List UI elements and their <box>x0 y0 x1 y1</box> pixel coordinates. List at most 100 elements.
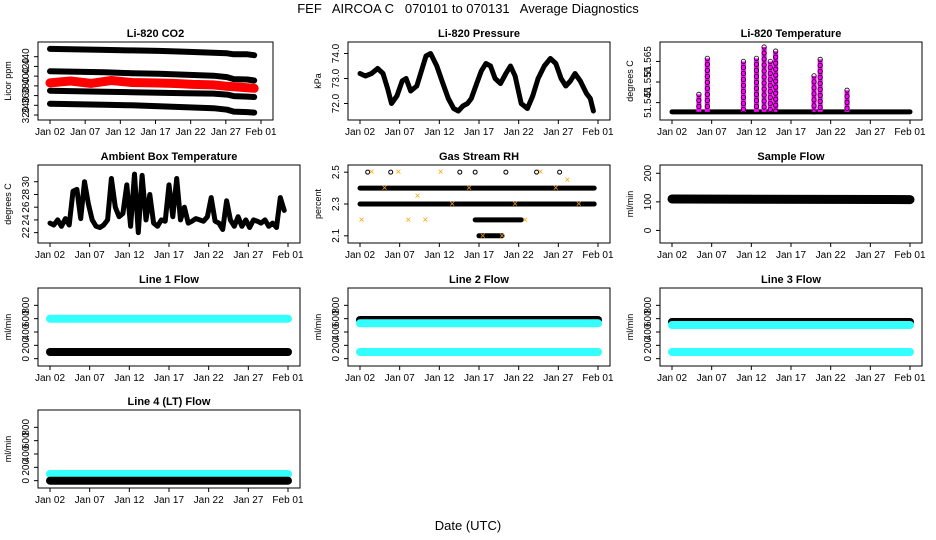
y-tick-label: 340 <box>21 97 32 114</box>
x-tick-label: Feb 01 <box>894 373 926 384</box>
y-tick-label: 51.545 <box>643 87 654 118</box>
data-point: × <box>512 199 518 210</box>
data-point <box>696 103 702 109</box>
x-tick-label: Jan 12 <box>114 495 144 506</box>
y-tick-label: 0 <box>21 477 32 483</box>
data-point: × <box>422 215 428 226</box>
data-point <box>696 91 702 97</box>
data-point <box>767 58 773 65</box>
data-point <box>740 64 747 71</box>
panel-title: Li-820 Temperature <box>741 28 842 40</box>
data-point: × <box>553 183 559 194</box>
data-point <box>811 91 817 97</box>
data-point <box>761 86 767 92</box>
data-point <box>817 86 823 92</box>
x-tick-label: Jan 02 <box>345 250 375 261</box>
page-title: FEF AIRCOA C 070101 to 070131 Average Di… <box>297 1 639 16</box>
data-series <box>47 87 258 100</box>
x-tick-label: Jan 27 <box>543 127 573 138</box>
data-point <box>704 73 710 79</box>
data-point <box>767 88 773 95</box>
data-point <box>472 169 478 175</box>
data-point <box>753 55 760 61</box>
x-tick-label: Feb 01 <box>582 127 614 138</box>
data-point <box>761 56 767 62</box>
x-tick-label: Jan 07 <box>75 373 105 384</box>
data-point <box>704 67 710 73</box>
y-tick-label: 320 <box>21 106 32 123</box>
data-series <box>47 171 287 236</box>
y-axis-label: ml/min <box>3 314 13 341</box>
x-tick-label: Jan 17 <box>464 373 494 384</box>
data-point <box>767 64 773 71</box>
x-tick-label: Jan 22 <box>816 373 846 384</box>
data-series <box>45 76 259 93</box>
data-point <box>704 97 710 103</box>
data-point <box>740 76 747 83</box>
data-point <box>740 106 747 113</box>
y-axis-label: ml/min <box>625 191 635 218</box>
panel-pressure: Li-820 Pressure kPa Jan 02 Jan 07 Jan 12 Jan … <box>313 28 614 138</box>
x-tick-label: Jan 12 <box>736 250 766 261</box>
x-tick-label: Jan 07 <box>697 127 727 138</box>
x-tick-label: Jan 22 <box>816 127 846 138</box>
data-point <box>740 94 747 101</box>
y-tick-label: 800 <box>21 419 32 436</box>
data-point <box>773 66 779 72</box>
data-point <box>753 85 760 91</box>
x-tick-label: Jan 12 <box>736 127 766 138</box>
data-point <box>773 84 779 90</box>
y-tick-label: 380 <box>21 77 32 94</box>
x-tick-label: Jan 27 <box>233 250 263 261</box>
data-point <box>761 104 767 110</box>
panel-title: Li-820 Pressure <box>438 28 520 40</box>
x-tick-label: Jan 22 <box>816 250 846 261</box>
data-point <box>740 70 747 77</box>
y-tick-label: 2.1 <box>331 228 342 242</box>
panel-title: Line 3 Flow <box>761 274 821 286</box>
y-axis-label: ml/min <box>625 314 635 341</box>
x-tick-label: Jan 22 <box>504 127 534 138</box>
y-tick-label: 600 <box>21 432 32 449</box>
data-point <box>761 44 767 50</box>
data-point <box>753 67 760 73</box>
data-point: × <box>359 215 365 226</box>
x-tick-label: Jan 17 <box>140 127 170 138</box>
y-axis-label: degrees C <box>3 183 13 225</box>
data-point <box>753 73 760 79</box>
data-point <box>844 87 850 93</box>
y-tick-label: 24 <box>21 214 32 226</box>
data-series <box>667 194 915 205</box>
y-tick-label: 26 <box>21 201 32 213</box>
data-point <box>811 103 817 109</box>
data-point <box>753 61 760 67</box>
y-tick-label: 74.0 <box>331 43 342 63</box>
x-tick-label: Jan 17 <box>154 373 184 384</box>
x-tick-label: Jan 27 <box>233 373 263 384</box>
series-group <box>47 171 287 236</box>
data-point <box>767 94 773 101</box>
data-point <box>704 55 710 61</box>
y-tick-label: 22 <box>21 227 32 239</box>
x-tick-label: Feb 01 <box>894 127 926 138</box>
data-point <box>704 61 710 67</box>
x-tick-label: Jan 07 <box>385 373 415 384</box>
data-series <box>357 51 596 114</box>
y-tick-label: 800 <box>331 297 342 314</box>
data-point <box>740 82 747 89</box>
y-axis-label: Licor ppm <box>3 61 13 101</box>
y-tick-label: 600 <box>21 310 32 327</box>
y-tick-label: 100 <box>643 193 654 210</box>
x-tick-label: Jan 12 <box>114 373 144 384</box>
x-tick-label: Jan 02 <box>35 495 65 506</box>
data-point <box>767 70 773 77</box>
data-point <box>773 90 779 96</box>
data-point <box>753 97 760 103</box>
x-tick-label: Jan 02 <box>345 127 375 138</box>
data-point <box>817 62 823 68</box>
y-tick-label: 400 <box>21 67 32 84</box>
y-tick-label: 51.565 <box>643 46 654 77</box>
data-series <box>47 100 258 116</box>
data-point <box>817 56 823 62</box>
data-point <box>767 106 773 113</box>
